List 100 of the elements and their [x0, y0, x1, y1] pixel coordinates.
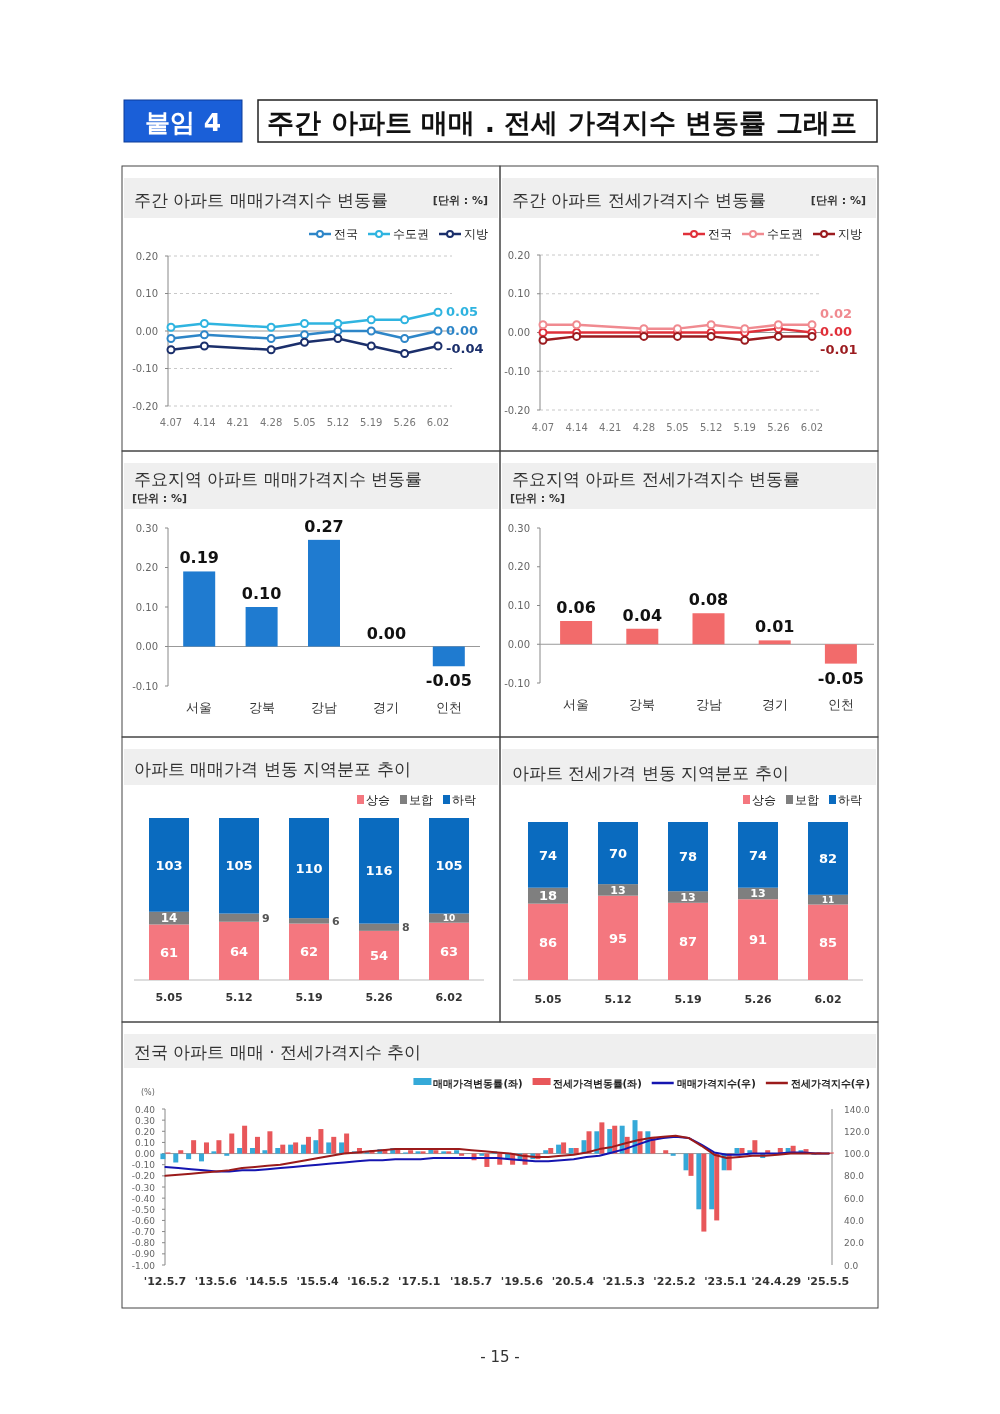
y-tick-label: 0.00 — [134, 1149, 156, 1160]
text: - 15 - — [480, 1348, 520, 1366]
data-label: 82 — [818, 851, 838, 867]
data-label: 78 — [678, 849, 698, 865]
y2-tick-label: 20.0 — [844, 1238, 865, 1249]
y-tick-label: -0.70 — [131, 1227, 156, 1238]
y-tick-label: 0.00 — [135, 325, 158, 337]
legend-label: 지방 — [464, 227, 488, 241]
data-label: 10 — [442, 913, 456, 924]
x-tick-label: '19.5.6 — [500, 1275, 544, 1288]
x-tick-label: 5.26 — [744, 993, 772, 1006]
x-tick-label: 5.19 — [295, 991, 323, 1004]
y-tick-label: 0.30 — [135, 522, 158, 534]
legend-label: 하락 — [452, 793, 476, 807]
x-tick-label: 5.05 — [534, 993, 562, 1006]
data-label: 11 — [821, 894, 835, 905]
data-label: 0.27 — [304, 516, 344, 536]
x-tick-label: '24.4.29 — [751, 1275, 802, 1288]
data-label: 103 — [155, 857, 183, 873]
legend-label: 전세가격변동률(좌) — [552, 1078, 642, 1089]
legend-label: 전국 — [708, 227, 732, 241]
annotation: 0.00 — [446, 322, 479, 338]
data-label: 105 — [225, 858, 253, 874]
x-tick-label: 5.05 — [155, 991, 183, 1004]
data-label: 61 — [159, 944, 179, 960]
y2-tick-label: 60.0 — [844, 1193, 865, 1204]
x-tick-label: 4.07 — [159, 417, 183, 428]
annotation: 0.02 — [820, 305, 853, 321]
data-label: 6 — [332, 914, 340, 928]
legend-label: 전국 — [334, 227, 358, 241]
data-label: 0.10 — [241, 584, 282, 603]
y-tick-label: -0.40 — [131, 1193, 156, 1204]
x-tick-label: 강북 — [629, 697, 656, 712]
y-tick-label: -0.30 — [131, 1182, 156, 1193]
text: [단위 : %] — [510, 492, 566, 505]
x-tick-label: '16.5.2 — [347, 1275, 390, 1288]
annotation: 0.00 — [820, 323, 853, 339]
text: 주간 아파트 매매 . 전세 가격지수 변동률 그래프 — [267, 107, 857, 138]
x-tick-label: 6.02 — [800, 422, 824, 433]
data-label: 0.08 — [688, 590, 729, 610]
y-tick-label: 0.30 — [134, 1115, 156, 1126]
x-tick-label: '25.5.5 — [806, 1275, 850, 1288]
y-tick-label: -0.20 — [131, 1171, 156, 1182]
x-tick-label: 5.12 — [699, 422, 723, 433]
y-tick-label: 0.20 — [135, 250, 158, 262]
y-tick-label: 0.00 — [507, 327, 530, 338]
data-label: 0.01 — [754, 617, 795, 637]
data-label: 86 — [538, 934, 558, 950]
y2-tick-label: 80.0 — [844, 1171, 865, 1182]
text: 붙임 4 — [144, 108, 222, 137]
legend-label: 수도권 — [767, 227, 803, 241]
x-tick-label: 5.26 — [767, 422, 790, 433]
y-tick-label: -0.50 — [131, 1204, 156, 1215]
y-tick-label: 0.20 — [507, 561, 530, 573]
data-label: 87 — [678, 934, 698, 950]
x-tick-label: 4.28 — [259, 417, 283, 428]
x-tick-label: 인천 — [827, 697, 854, 712]
annotation: -0.04 — [446, 340, 484, 356]
y-tick-label: 0.00 — [135, 641, 158, 652]
y-tick-label: -0.10 — [132, 680, 158, 692]
x-tick-label: 5.12 — [604, 993, 632, 1006]
chart-title: 주요지역 아파트 매매가격지수 변동률 — [134, 469, 423, 489]
x-tick-label: 4.14 — [193, 417, 216, 428]
x-tick-label: 6.02 — [814, 993, 842, 1006]
data-label: 0.04 — [622, 605, 663, 625]
y-tick-label: 0.10 — [507, 288, 530, 300]
y-tick-label: -0.10 — [504, 677, 530, 689]
y-tick-label: -0.10 — [504, 365, 530, 377]
y-tick-label: -0.60 — [131, 1215, 156, 1226]
x-tick-label: 강남 — [311, 700, 337, 715]
y-tick-label: 0.30 — [507, 522, 530, 534]
data-label: 116 — [365, 863, 393, 879]
x-tick-label: 서울 — [563, 697, 590, 712]
y-tick-label: 0.10 — [134, 1137, 156, 1148]
y-tick-label: 0.00 — [507, 638, 530, 650]
chart-title: 주간 아파트 전세가격지수 변동률 — [512, 190, 767, 210]
y2-tick-label: 0.0 — [844, 1260, 859, 1271]
y-tick-label: -0.10 — [132, 363, 158, 374]
data-label: 74 — [538, 847, 558, 863]
x-tick-label: 6.02 — [435, 991, 463, 1004]
legend-label: 전세가격지수(우) — [790, 1078, 870, 1089]
data-label: 13 — [750, 887, 766, 901]
legend-label: 보합 — [409, 793, 433, 807]
text: [단위 : %] — [132, 492, 188, 505]
chart-title: 아파트 매매가격 변동 지역분포 추이 — [134, 759, 411, 779]
x-tick-label: '22.5.2 — [653, 1275, 696, 1288]
x-tick-label: '21.5.3 — [602, 1275, 645, 1288]
data-label: 85 — [818, 934, 838, 950]
y-tick-label: 0.20 — [507, 249, 530, 261]
data-label: 0.06 — [556, 598, 596, 617]
data-label: 95 — [608, 930, 628, 946]
legend-label: 상승 — [366, 793, 390, 807]
y-axis-title: (%) — [141, 1088, 155, 1097]
x-tick-label: 5.19 — [360, 417, 383, 428]
y-tick-label: -0.20 — [132, 400, 158, 412]
x-tick-label: '12.5.7 — [143, 1275, 187, 1288]
data-label: 74 — [748, 847, 768, 863]
x-tick-label: 4.21 — [226, 417, 249, 428]
x-tick-label: 강북 — [248, 700, 275, 715]
chart-title: 전국 아파트 매매 · 전세가격지수 추이 — [134, 1042, 422, 1062]
